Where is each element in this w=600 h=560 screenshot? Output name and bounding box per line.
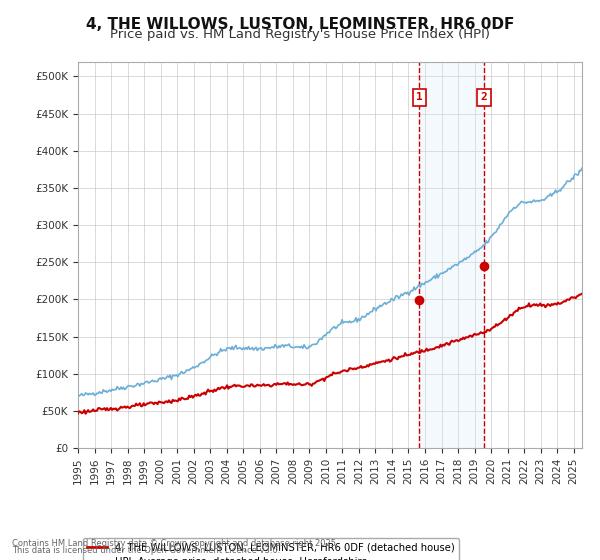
Legend: 4, THE WILLOWS, LUSTON, LEOMINSTER, HR6 0DF (detached house), HPI: Average price: 4, THE WILLOWS, LUSTON, LEOMINSTER, HR6 …: [83, 538, 459, 560]
Text: 1: 1: [416, 92, 422, 102]
Text: This data is licensed under the Open Government Licence v3.0.: This data is licensed under the Open Gov…: [12, 547, 280, 556]
Text: Contains HM Land Registry data © Crown copyright and database right 2025.: Contains HM Land Registry data © Crown c…: [12, 539, 338, 548]
Text: 2: 2: [481, 92, 487, 102]
Text: 4, THE WILLOWS, LUSTON, LEOMINSTER, HR6 0DF: 4, THE WILLOWS, LUSTON, LEOMINSTER, HR6 …: [86, 17, 514, 32]
Text: Price paid vs. HM Land Registry's House Price Index (HPI): Price paid vs. HM Land Registry's House …: [110, 28, 490, 41]
Bar: [419, 62, 484, 448]
